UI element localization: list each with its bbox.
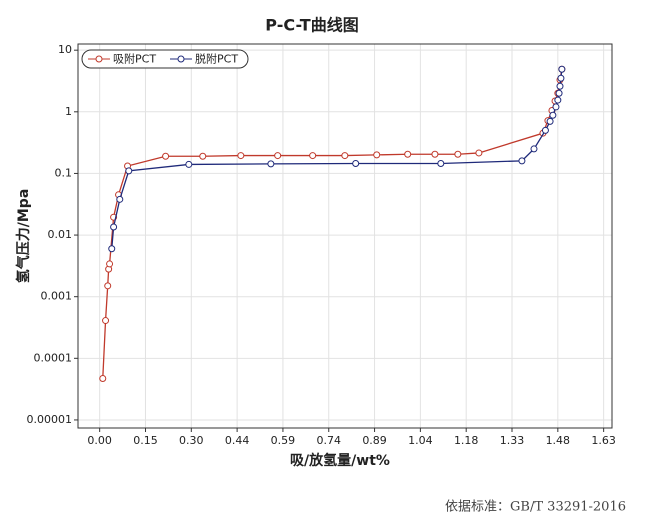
- x-tick-label: 0.30: [179, 434, 204, 447]
- data-point: [554, 96, 562, 104]
- data-point: [106, 260, 114, 268]
- x-tick-label: 0.00: [87, 434, 112, 447]
- x-tick-label: 1.63: [591, 434, 616, 447]
- data-point: [104, 282, 112, 290]
- x-tick-label: 1.48: [546, 434, 571, 447]
- y-axis-label: 氢气压力/Mpa: [15, 189, 32, 284]
- plot-frame: [77, 43, 613, 429]
- data-point: [108, 245, 116, 253]
- data-point: [352, 159, 360, 167]
- x-tick-label: 1.18: [454, 434, 479, 447]
- data-point: [431, 150, 439, 158]
- x-tick-label: 0.74: [316, 434, 341, 447]
- data-point: [373, 151, 381, 159]
- data-point: [309, 152, 317, 160]
- series-line: [111, 69, 563, 249]
- data-point: [99, 375, 107, 383]
- legend-box: [81, 49, 249, 69]
- data-point: [541, 126, 549, 134]
- data-point: [557, 74, 565, 82]
- y-tick-label: 10: [58, 43, 72, 56]
- y-tick-label: 0.00001: [27, 413, 73, 426]
- data-point: [546, 117, 554, 125]
- data-point: [404, 150, 412, 158]
- data-point: [341, 152, 349, 160]
- y-tick-label: 0.1: [55, 166, 73, 179]
- x-tick-label: 0.15: [133, 434, 158, 447]
- data-point: [185, 160, 193, 168]
- legend-label: 脱附PCT: [195, 52, 238, 66]
- data-point: [162, 152, 170, 160]
- legend-label: 吸附PCT: [113, 52, 156, 66]
- data-point: [558, 65, 566, 73]
- data-point: [110, 223, 118, 231]
- data-point: [267, 160, 275, 168]
- data-point: [475, 149, 483, 157]
- data-point: [454, 150, 462, 158]
- data-point: [237, 152, 245, 160]
- y-tick-label: 1: [65, 105, 72, 118]
- legend-marker: [177, 55, 185, 63]
- chart-title: P-C-T曲线图: [265, 16, 358, 35]
- x-tick-label: 0.44: [225, 434, 250, 447]
- x-axis-label: 吸/放氢量/wt%: [290, 452, 390, 469]
- data-point: [556, 82, 564, 90]
- x-tick-label: 1.04: [408, 434, 433, 447]
- data-point: [199, 152, 207, 160]
- x-tick-label: 0.89: [362, 434, 387, 447]
- data-point: [549, 111, 557, 119]
- data-point: [125, 167, 133, 175]
- data-point: [530, 145, 538, 153]
- data-point: [555, 89, 563, 97]
- data-point: [102, 317, 110, 325]
- x-tick-label: 1.33: [500, 434, 525, 447]
- x-tick-label: 0.59: [271, 434, 296, 447]
- data-point: [437, 159, 445, 167]
- y-tick-label: 0.0001: [34, 351, 73, 364]
- data-point: [116, 195, 124, 203]
- footer: 依据标准：GB/T 33291-2016: [445, 500, 626, 515]
- data-point: [274, 152, 282, 160]
- y-tick-label: 0.001: [41, 290, 73, 303]
- data-point: [518, 157, 526, 165]
- data-point: [552, 103, 560, 111]
- legend-marker: [95, 55, 103, 63]
- y-tick-label: 0.01: [48, 228, 73, 241]
- series-line: [102, 69, 563, 379]
